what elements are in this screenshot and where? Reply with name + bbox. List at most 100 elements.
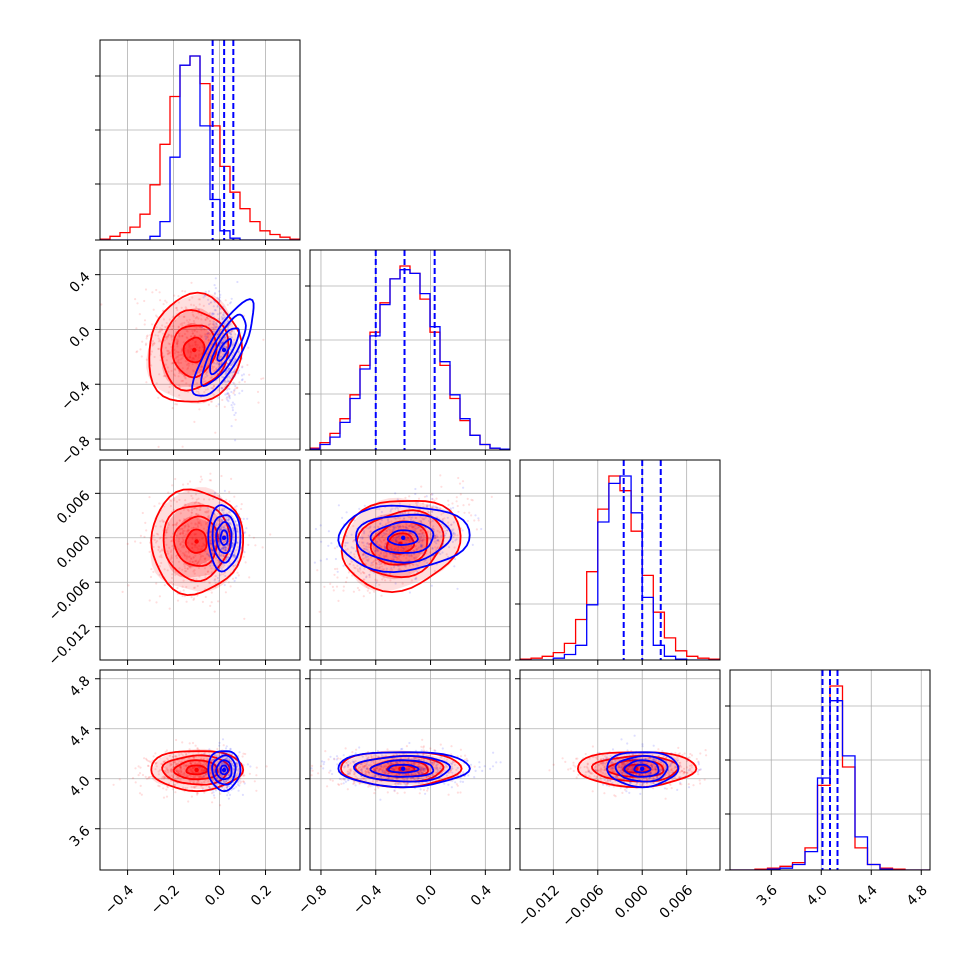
red-sample-point [178, 384, 181, 387]
red-sample-point [177, 295, 180, 298]
red-sample-point [181, 290, 184, 293]
red-sample-point [190, 542, 193, 545]
red-sample-point [159, 330, 162, 333]
blue-sample-point [219, 307, 222, 310]
red-sample-point [208, 559, 211, 562]
red-sample-point [356, 586, 359, 590]
blue-sample-point [229, 333, 233, 336]
blue-sample-point [392, 553, 395, 556]
red-sample-point [373, 792, 376, 795]
blue-sample-point [221, 761, 224, 764]
red-sample-point [236, 763, 239, 766]
red-sample-point [197, 521, 200, 524]
red-density-peak [194, 539, 199, 544]
red-sample-point [186, 775, 189, 778]
red-sample-point [209, 543, 212, 547]
blue-sample-point [436, 539, 440, 542]
red-sample-point [187, 342, 190, 345]
blue-contour-line [191, 298, 255, 397]
blue-sample-point [396, 549, 399, 552]
red-sample-point [190, 770, 193, 773]
blue-sample-point [219, 563, 222, 566]
red-sample-point [361, 553, 365, 557]
red-sample-point [165, 767, 168, 770]
blue-sample-point [222, 305, 225, 308]
blue-sample-point [217, 540, 220, 543]
red-sample-point [423, 495, 426, 498]
red-sample-point [176, 771, 179, 775]
blue-sample-point [204, 335, 207, 338]
red-sample-point [194, 343, 197, 346]
blue-sample-point [389, 552, 392, 555]
blue-sample-point [430, 513, 433, 517]
red-sample-point [441, 518, 444, 521]
red-sample-point [210, 549, 214, 552]
red-sample-point [184, 787, 187, 790]
red-sample-point [217, 561, 220, 564]
blue-sample-point [230, 523, 233, 526]
red-sample-point [228, 490, 231, 493]
red-sample-point [171, 560, 174, 564]
blue-sample-point [221, 533, 224, 536]
red-sample-point [177, 301, 180, 304]
red-sample-point [269, 533, 272, 536]
red-sample-point [200, 524, 203, 527]
red-sample-point [373, 775, 376, 778]
blue-sample-point [227, 764, 230, 767]
red-sample-point [402, 526, 405, 529]
blue-sample-point [218, 509, 221, 512]
red-sample-point [333, 758, 336, 761]
red-sample-point [178, 567, 181, 570]
red-sample-point [165, 301, 168, 304]
blue-sample-point [391, 507, 394, 510]
red-sample-point [417, 772, 421, 775]
blue-sample-point [222, 313, 225, 316]
red-sample-point [368, 575, 371, 579]
red-sample-point [203, 567, 207, 570]
red-sample-point [150, 350, 154, 353]
red-sample-point [196, 561, 200, 564]
red-sample-point [405, 527, 408, 530]
red-sample-point [394, 761, 397, 764]
red-sample-point [172, 755, 175, 758]
red-sample-point [183, 771, 186, 774]
red-sample-point [167, 769, 170, 772]
red-sample-point [185, 382, 188, 385]
red-sample-point [183, 332, 186, 336]
blue-sample-point [214, 763, 217, 767]
red-contour-line [182, 336, 206, 364]
red-sample-point [349, 768, 352, 771]
blue-sample-point [396, 516, 400, 519]
blue-sample-point [236, 528, 239, 531]
red-sample-point [212, 386, 215, 389]
red-sample-point [224, 549, 227, 552]
blue-sample-point [383, 545, 386, 548]
red-sample-point [367, 587, 370, 590]
blue-sample-point [431, 546, 434, 549]
red-sample-point [228, 553, 231, 556]
red-sample-point [195, 382, 199, 385]
blue-sample-point [477, 517, 480, 520]
red-sample-point [179, 590, 182, 593]
blue-histogram-2 [520, 475, 720, 660]
red-sample-point [386, 791, 389, 794]
red-sample-point [199, 775, 202, 779]
red-sample-point [174, 755, 177, 758]
red-sample-point [434, 546, 437, 549]
red-sample-point [412, 549, 415, 552]
blue-sample-point [218, 329, 221, 332]
blue-sample-point [206, 553, 209, 556]
red-sample-point [152, 308, 155, 311]
red-sample-point [378, 567, 381, 570]
blue-sample-point [233, 757, 236, 760]
panel-content [100, 250, 300, 450]
red-sample-point [165, 788, 168, 791]
blue-sample-point [214, 754, 217, 758]
red-sample-point [144, 775, 147, 779]
blue-sample-point [414, 487, 417, 491]
red-sample-point [336, 576, 339, 579]
red-sample-point [153, 505, 156, 508]
red-sample-point [193, 501, 196, 505]
red-sample-point [185, 336, 188, 339]
red-sample-point [398, 535, 401, 538]
